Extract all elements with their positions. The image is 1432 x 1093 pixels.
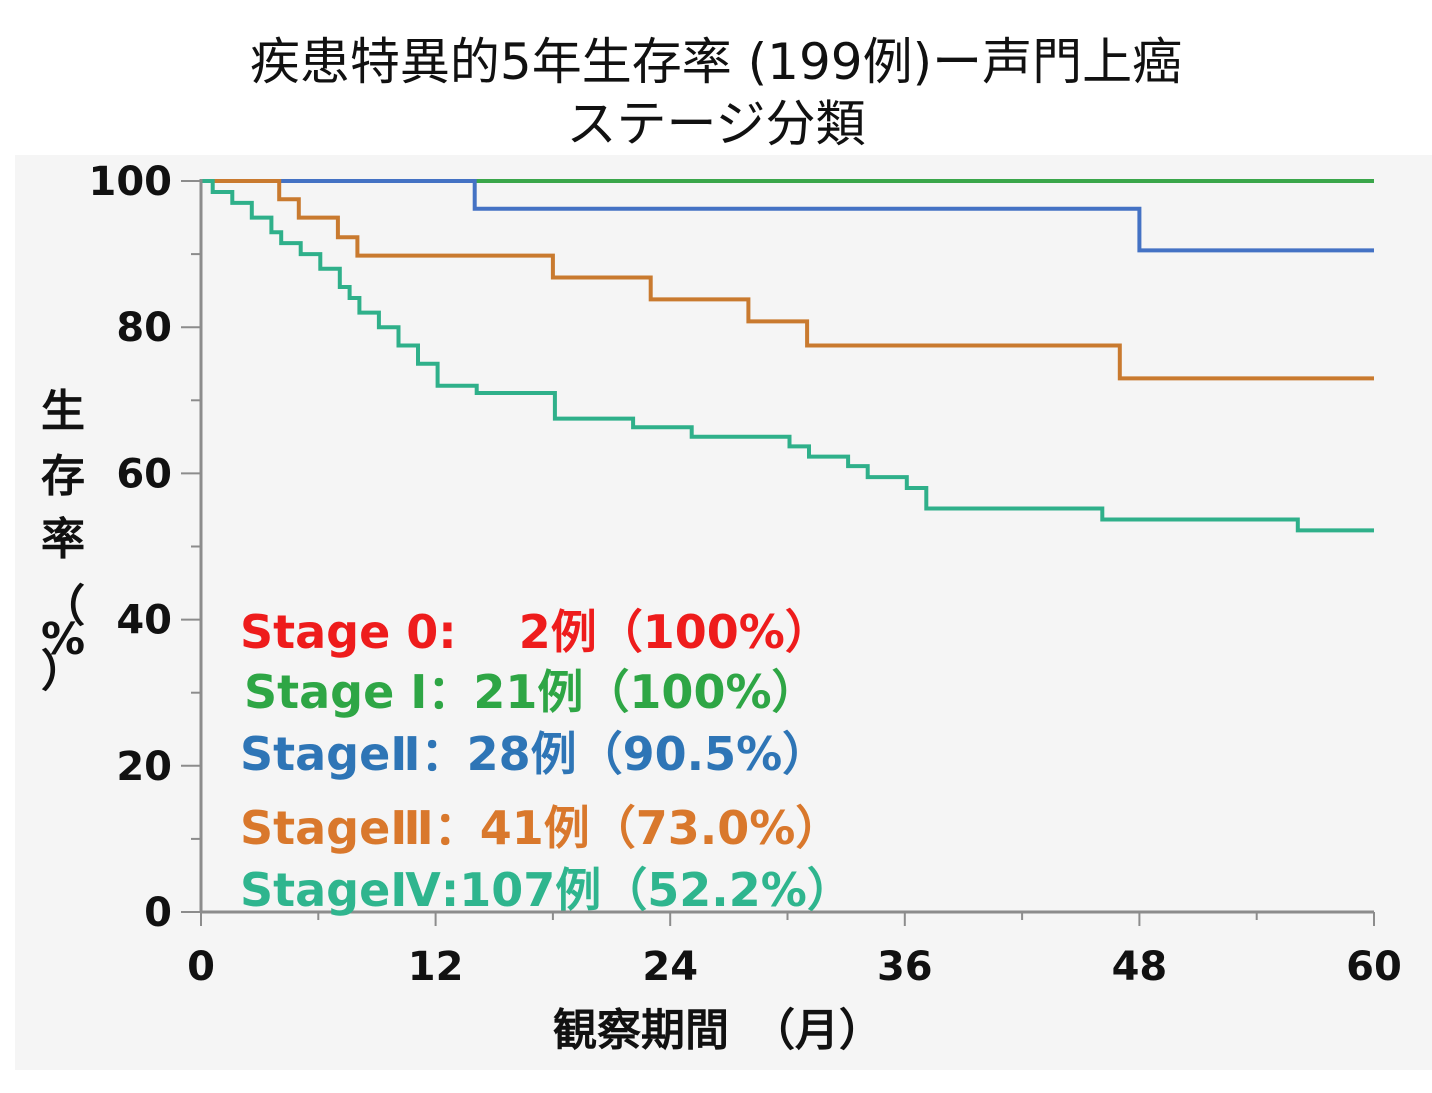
series-line	[201, 179, 1374, 381]
y-tick-label: 20	[116, 744, 172, 790]
legend-entry: Stage Ⅰ：21例（100%）	[244, 665, 818, 719]
y-axis-label-char: %	[41, 614, 85, 665]
y-axis-label-char: 存	[41, 451, 85, 502]
series-layer	[201, 179, 1374, 533]
x-axis-label: 観察期間 （月）	[553, 1005, 883, 1056]
x-tick-label: 60	[1346, 944, 1402, 990]
y-tick-label: 0	[144, 890, 172, 936]
series-line	[201, 179, 1374, 253]
y-axis-label-char: ）	[41, 646, 85, 697]
y-tick-label: 60	[116, 451, 172, 497]
legend-entry: StageⅣ:107例（52.2%）	[240, 863, 853, 917]
y-axis-label-char: 率	[41, 514, 85, 565]
legend-entry: StageⅡ：28例（90.5%）	[240, 727, 828, 781]
y-axis-label-char: （	[41, 581, 85, 632]
x-tick-label: 24	[642, 944, 698, 990]
tick-labels: 0 20 40 60 80 100 0 12 24 36 48 60	[89, 159, 1402, 990]
x-tick-label: 0	[187, 944, 215, 990]
series-line	[201, 179, 1374, 533]
chart-title-line2: ステージ分類	[566, 95, 866, 153]
x-tick-label: 48	[1112, 944, 1168, 990]
legend-entry: Stage 0: 2例（100%）	[240, 605, 831, 659]
x-tick-label: 36	[877, 944, 933, 990]
y-tick-label: 40	[116, 598, 172, 644]
chart-title-line1: 疾患特異的5年生存率 (199例)ー声門上癌	[249, 33, 1183, 91]
y-axis-label-char: 生	[41, 386, 85, 437]
axes	[181, 179, 1375, 926]
y-axis-label: 生存率 （%）	[41, 386, 85, 697]
plot-background	[15, 155, 1432, 1070]
y-tick-label: 100	[89, 159, 173, 205]
legend: Stage 0: 2例（100%） Stage Ⅰ：21例（100%） StageⅡ…	[240, 605, 853, 917]
x-tick-label: 12	[408, 944, 464, 990]
y-tick-label: 80	[116, 305, 172, 351]
legend-entry: StageⅢ：41例（73.0%）	[240, 801, 841, 855]
